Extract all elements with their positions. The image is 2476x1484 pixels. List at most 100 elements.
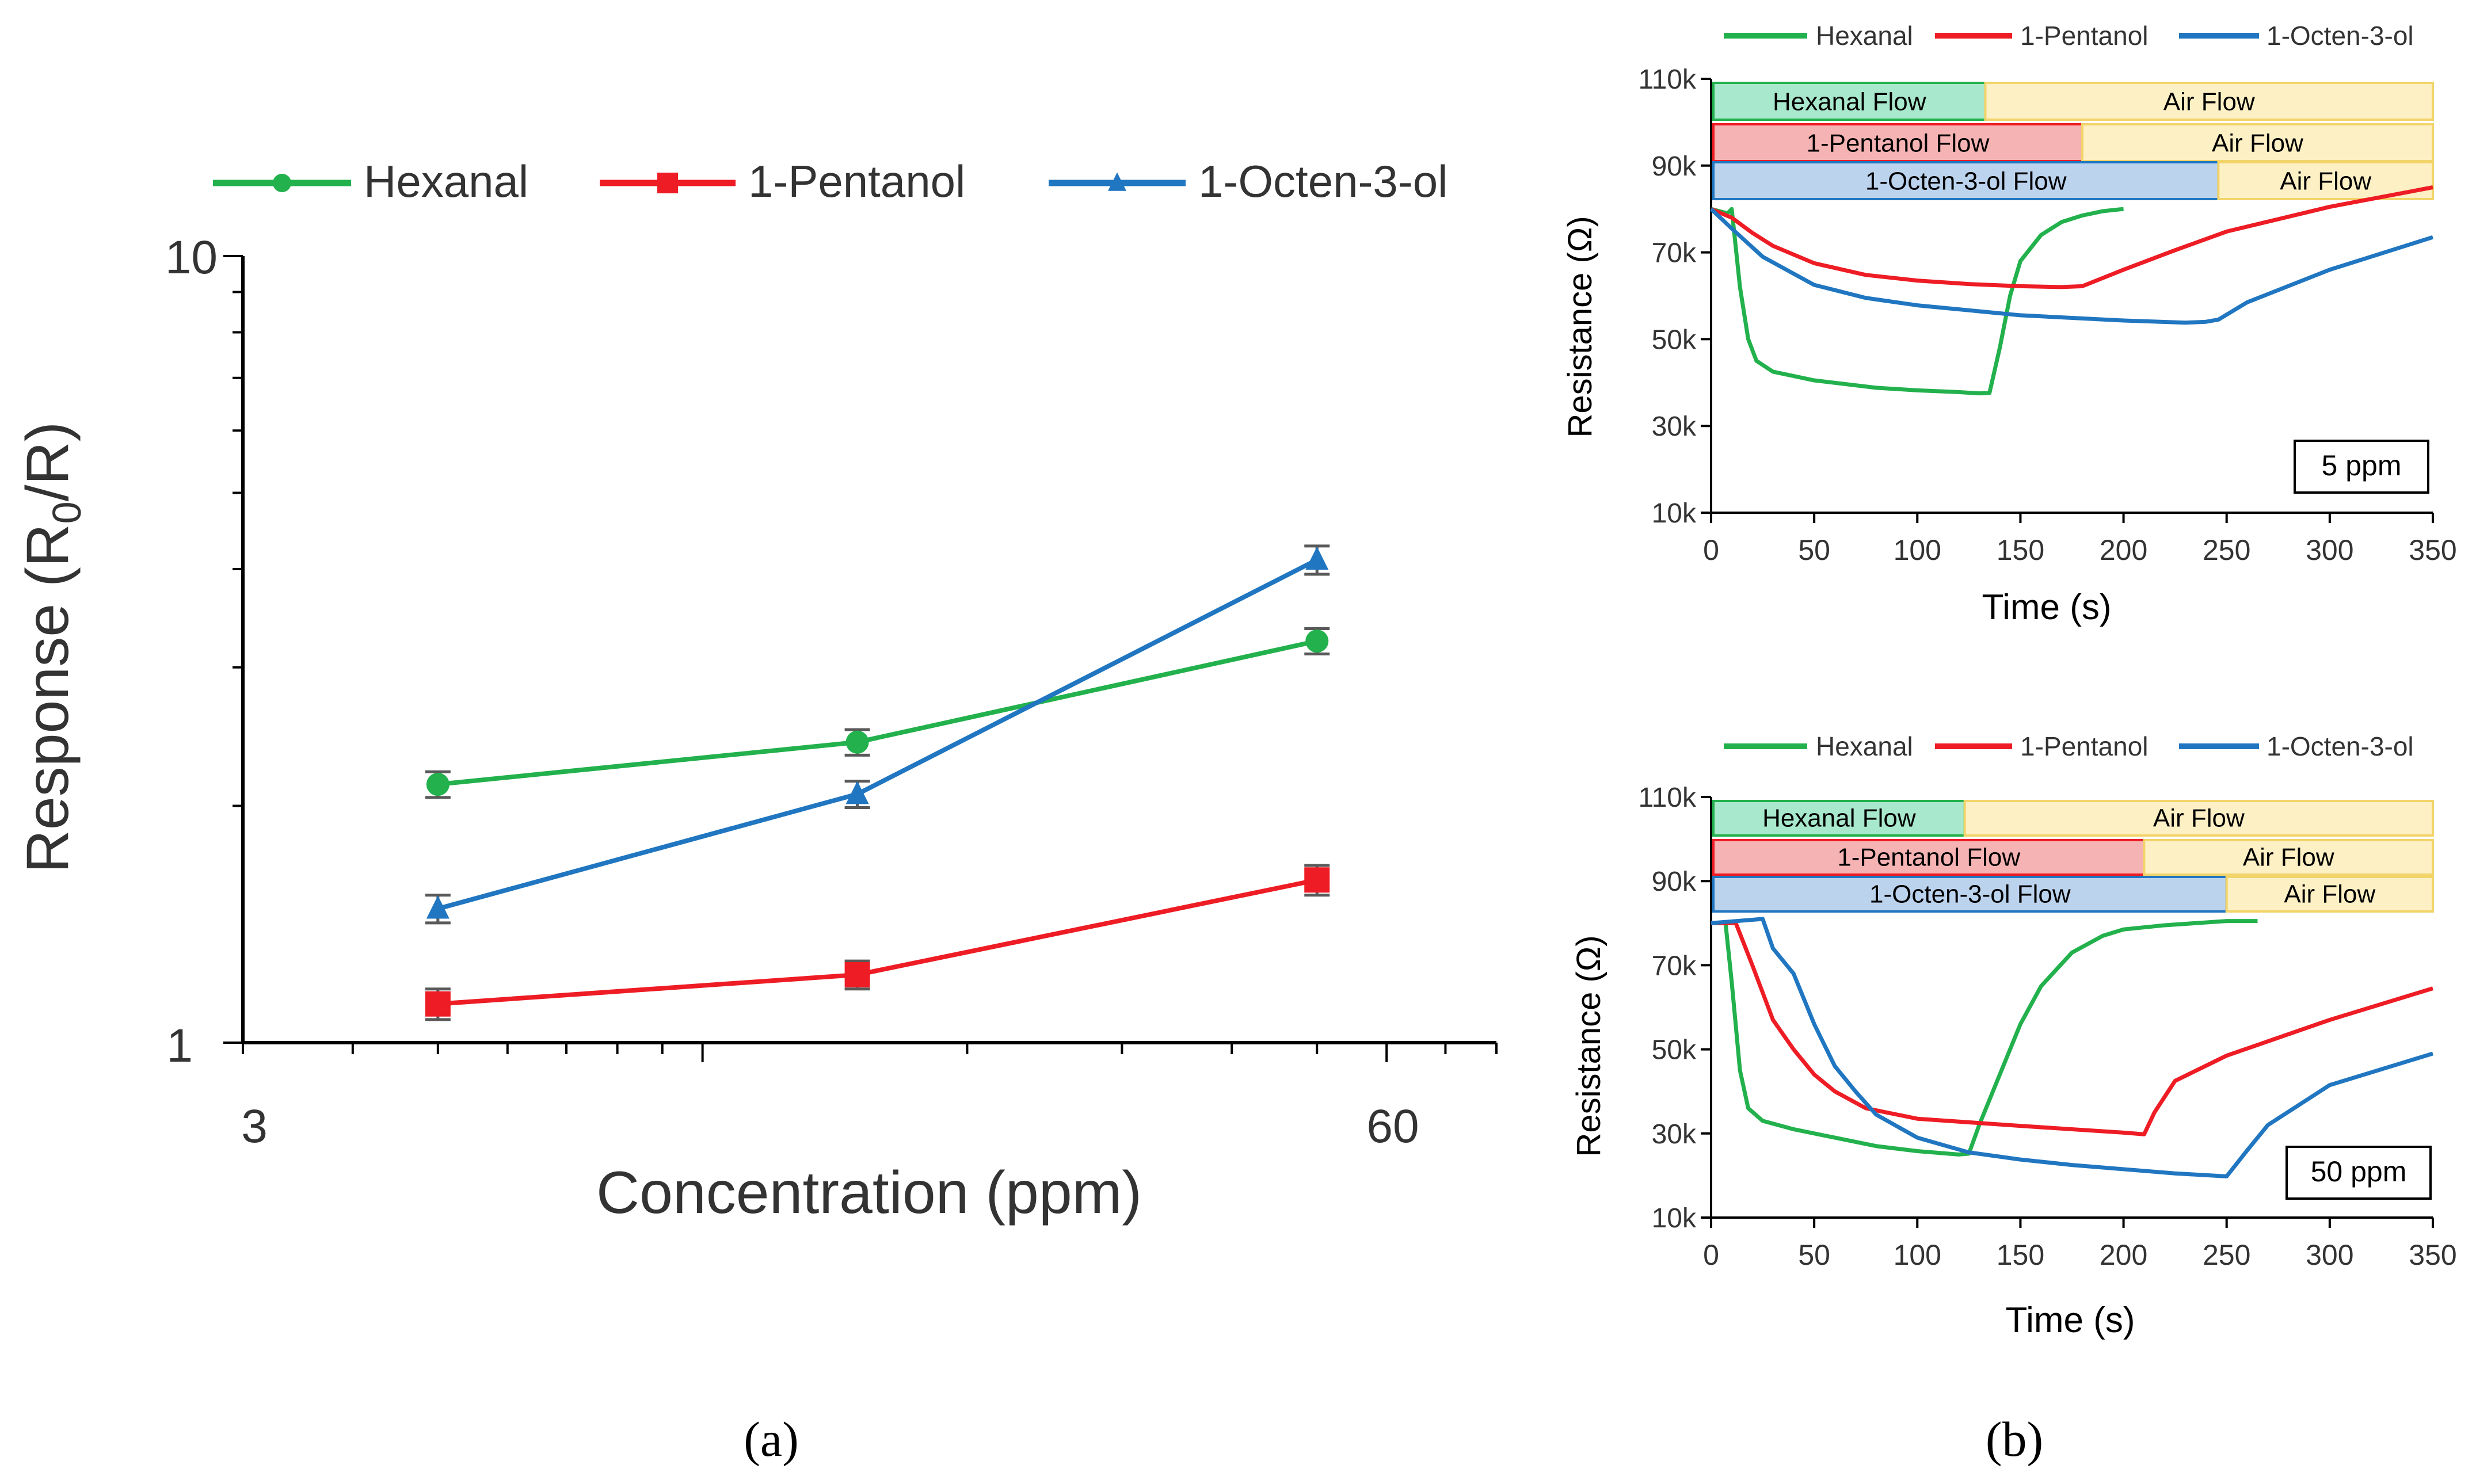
b-top-x-tick-label: 150: [1997, 534, 2044, 566]
b-bottom-y-tick-label: 70k: [1652, 951, 1697, 981]
series-line-1-octen-3-ol: [437, 558, 1319, 911]
caption-a: (a): [744, 1411, 798, 1467]
legend-b-bottom-octenol: 1-Octen-3-ol: [2267, 731, 2414, 761]
series-line-1-pentanol: [437, 878, 1318, 1006]
b-bottom-air-label: Air Flow: [2284, 880, 2375, 908]
b-top-air-label: Air Flow: [2163, 87, 2255, 116]
b-top-y-tick-label: 10k: [1652, 498, 1697, 529]
y-axis-title-b-top: Resistance (Ω): [1561, 216, 1599, 437]
legend-a-marker-1-octen-3-ol: [1108, 172, 1126, 191]
x-axis-title-b-bottom: Time (s): [2006, 1300, 2135, 1340]
badge-50ppm: 50 ppm: [2311, 1155, 2407, 1188]
b-bottom-flow-bar-1-octen-3-ol-flow: [1712, 876, 2228, 913]
b-bottom-x-tick-label: 100: [1894, 1239, 1941, 1271]
legend-b-top-hexanal: Hexanal: [1816, 21, 1913, 51]
b-bottom-x-tick-label: 250: [2203, 1239, 2250, 1271]
b-top-curve-hexanal: [1711, 207, 2124, 396]
b-bottom-flow-label-1-octen-3-ol-flow: 1-Octen-3-ol Flow: [1869, 880, 2071, 908]
b-bottom-curve-hexanal: [1711, 919, 2258, 1157]
plot-area-a: [425, 544, 1330, 1021]
b-bottom-air-label: Air Flow: [2153, 804, 2245, 832]
y-axis-title-b-bottom: Resistance (Ω): [1570, 935, 1608, 1157]
data-point-1-pentanol: [844, 962, 870, 987]
badge-5ppm: 5 ppm: [2322, 449, 2402, 482]
b-top-flow-label-hexanal-flow: Hexanal Flow: [1773, 87, 1926, 116]
data-point-1-octen-3-ol: [426, 895, 450, 919]
b-top-x-tick-label: 300: [2306, 534, 2353, 566]
b-bottom-y-tick-label: 90k: [1652, 867, 1697, 897]
legend-a-label-octenol: 1-Octen-3-ol: [1198, 156, 1448, 207]
ticks-a: [223, 255, 1498, 1062]
data-point-1-pentanol: [1304, 867, 1330, 893]
y-axis-title-a: Response (R0/R): [14, 422, 89, 873]
b-top-flow-label-1-octen-3-ol-flow: 1-Octen-3-ol Flow: [1865, 167, 2067, 195]
x-axis-title-b-top: Time (s): [1982, 588, 2112, 627]
b-bottom-y-tick-label: 30k: [1652, 1119, 1697, 1150]
legend-b-top-pentanol: 1-Pentanol: [2020, 21, 2149, 51]
series-line-hexanal: [437, 639, 1318, 787]
b-bottom-air-label: Air Flow: [2243, 843, 2334, 871]
y-tick-label-10: 10: [165, 231, 218, 284]
b-top-x-tick-label: 50: [1798, 534, 1830, 566]
b-top-flow-label-1-pentanol-flow: 1-Pentanol Flow: [1806, 129, 1989, 157]
b-bottom-air-bar: [2143, 839, 2434, 876]
badge-box-50ppm: [2285, 1146, 2432, 1200]
b-bottom-y-tick-label: 10k: [1652, 1203, 1697, 1234]
b-top-x-tick-label: 0: [1703, 534, 1719, 566]
b-bottom-x-tick-label: 150: [1997, 1239, 2044, 1271]
legend-b-bottom-pentanol: 1-Pentanol: [2020, 731, 2149, 761]
b-top-flow-bar-hexanal-flow: [1712, 82, 1987, 121]
b-bottom-air-bar: [1963, 800, 2434, 837]
panel-a: Hexanal 1-Pentanol 1-Octen-3-ol 10 1 3 6…: [14, 156, 1498, 1467]
b-bottom-air-bar: [2225, 876, 2435, 913]
legend-a-label-pentanol: 1-Pentanol: [748, 156, 965, 207]
y-axis-title-tail: /R): [14, 422, 81, 502]
legend-a: Hexanal 1-Pentanol 1-Octen-3-ol: [213, 156, 1448, 207]
b-bottom-flow-bar-1-pentanol-flow: [1712, 839, 2146, 876]
b-bottom-y-tick-label: 110k: [1638, 783, 1697, 813]
data-point-hexanal: [845, 730, 869, 754]
b-top-air-label: Air Flow: [2212, 129, 2303, 157]
legend-b-bottom-hexanal: Hexanal: [1816, 731, 1913, 761]
b-bottom-x-tick-label: 50: [1798, 1239, 1830, 1271]
b-top-x-tick-label: 100: [1894, 534, 1941, 566]
b-top-y-tick-label: 50k: [1652, 325, 1697, 355]
b-top-air-bar: [1984, 82, 2434, 121]
x-tick-label-3: 3: [241, 1100, 268, 1153]
b-bottom-flow-label-hexanal-flow: Hexanal Flow: [1762, 804, 1916, 832]
b-bottom-flow-label-1-pentanol-flow: 1-Pentanol Flow: [1837, 843, 2020, 871]
legend-b-bottom: Hexanal 1-Pentanol 1-Octen-3-ol: [1724, 731, 2414, 761]
x-tick-label-60: 60: [1366, 1100, 1419, 1153]
y-axis-title-sub: 0: [44, 501, 89, 524]
y-tick-label-1: 1: [166, 1020, 193, 1072]
b-top-y-tick-label: 30k: [1652, 411, 1697, 442]
b-top-y-tick-label: 70k: [1652, 238, 1697, 269]
data-point-1-octen-3-ol: [1305, 546, 1329, 570]
b-bottom-curve-1-pentanol: [1711, 921, 2434, 1136]
legend-b-top-octenol: 1-Octen-3-ol: [2267, 21, 2414, 51]
b-bottom-curve-1-octen-3-ol: [1711, 917, 2434, 1178]
b-bottom-x-tick-label: 300: [2306, 1239, 2353, 1271]
legend-a-label-hexanal: Hexanal: [364, 156, 528, 207]
badge-box-5ppm: [2294, 440, 2429, 494]
b-top-y-tick-label: 110k: [1638, 64, 1697, 95]
data-point-hexanal: [426, 773, 450, 796]
b-bottom-x-tick-label: 350: [2409, 1239, 2456, 1271]
b-bottom-x-tick-label: 0: [1703, 1239, 1719, 1271]
b-bottom-x-tick-label: 200: [2100, 1239, 2147, 1271]
b-bottom-y-tick-label: 50k: [1652, 1035, 1697, 1066]
data-point-1-octen-3-ol: [845, 781, 869, 804]
b-top-curve-1-octen-3-ol: [1709, 207, 2434, 325]
panel-b: Hexanal 1-Pentanol 1-Octen-3-ol Hexanal …: [1561, 21, 2457, 1467]
b-top-x-tick-label: 250: [2203, 534, 2250, 566]
b-top-x-tick-label: 200: [2100, 534, 2147, 566]
legend-b-top: Hexanal 1-Pentanol 1-Octen-3-ol: [1724, 21, 2414, 51]
b-top-y-tick-label: 90k: [1652, 151, 1697, 182]
data-point-1-pentanol: [425, 991, 451, 1017]
legend-a-marker-hexanal: [273, 174, 291, 192]
b-top-x-tick-label: 350: [2409, 534, 2456, 566]
legend-a-marker-1-pentanol: [657, 173, 678, 193]
